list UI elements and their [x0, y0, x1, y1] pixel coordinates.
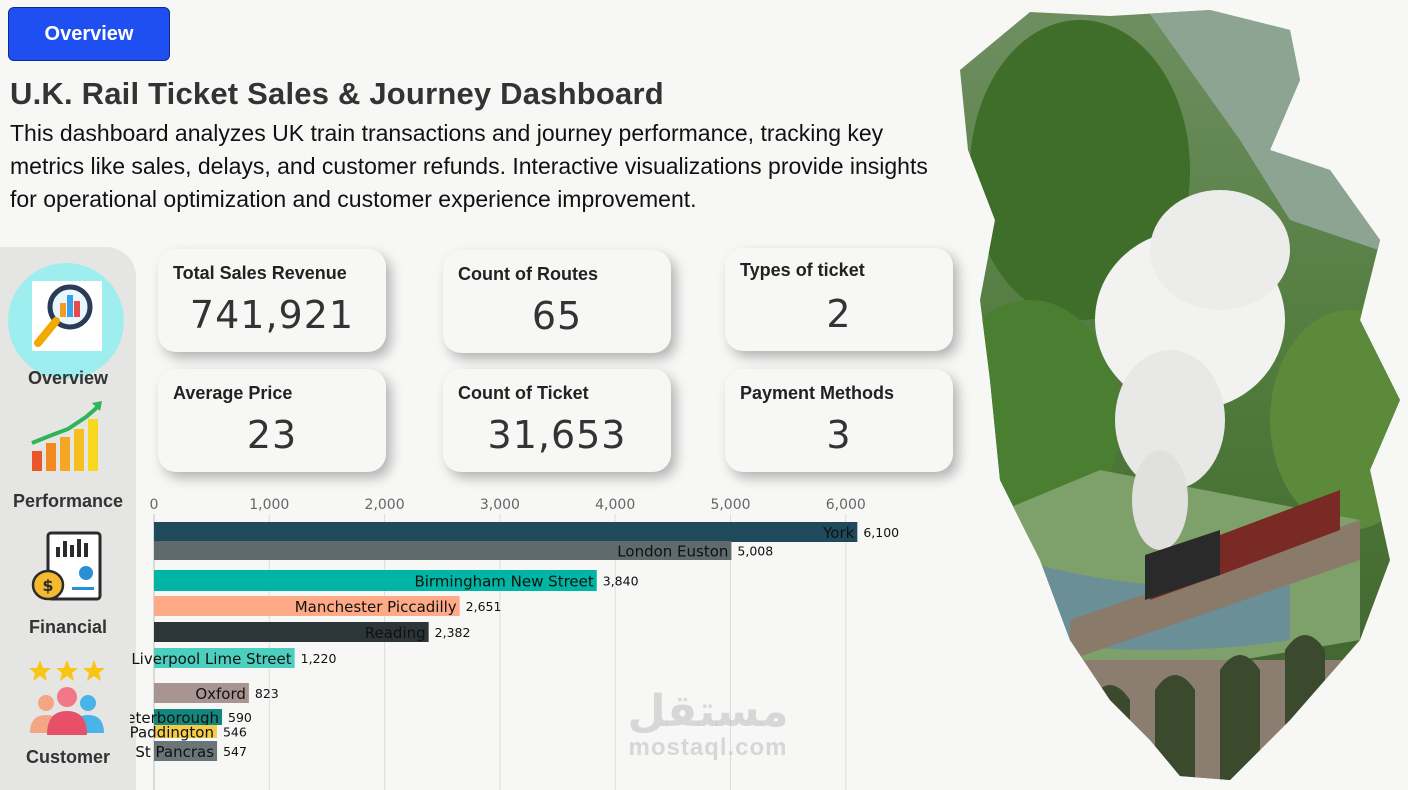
watermark-arabic: مستقل: [627, 686, 789, 737]
x-tick-label: 0: [150, 497, 159, 513]
bar[interactable]: [154, 570, 597, 591]
kpi-label: Count of Routes: [458, 264, 598, 284]
kpi-label: Total Sales Revenue: [173, 263, 347, 283]
kpi-card-average-price: Average Price 23: [158, 369, 386, 472]
kpi-value: 3: [826, 413, 852, 457]
bar-value-label: 1,220: [301, 651, 337, 666]
money-report-icon: $: [31, 531, 102, 601]
kpi-label: Count of Ticket: [458, 383, 589, 403]
kpi-value: 31,653: [487, 413, 627, 457]
bar-category-label: Liverpool Lime Street: [131, 650, 291, 668]
bar-category-label: Oxford: [195, 685, 246, 703]
magnifier-chart-icon: [32, 281, 102, 351]
bar-category-label: York: [822, 524, 855, 542]
bar[interactable]: [154, 648, 295, 668]
bar[interactable]: [154, 596, 460, 616]
bar-value-label: 823: [255, 686, 279, 701]
steam-train-photo: [960, 10, 1400, 780]
sidebar-item-label: Financial: [28, 617, 108, 637]
watermark: مستقل mostaql.com: [618, 690, 798, 762]
svg-text:$: $: [42, 576, 53, 595]
kpi-label: Average Price: [173, 383, 293, 403]
kpi-card-count-of-ticket: Count of Ticket 31,653: [443, 369, 671, 472]
overview-button[interactable]: Overview: [8, 7, 170, 61]
sidebar-item-label: Overview: [27, 368, 109, 388]
bar-category-label: Birmingham New Street: [414, 573, 593, 591]
x-tick-label: 1,000: [249, 497, 289, 513]
page-description: This dashboard analyzes UK train transac…: [10, 120, 928, 212]
kpi-label: Types of ticket: [740, 260, 865, 280]
kpi-value: 2: [826, 292, 852, 336]
bar-category-label: London Euston: [617, 543, 728, 561]
page-title: U.K. Rail Ticket Sales & Journey Dashboa…: [10, 76, 664, 111]
bar[interactable]: [154, 522, 858, 542]
bar-value-label: 5,008: [737, 544, 773, 559]
bar-category-label: Paddington: [130, 724, 214, 742]
sidebar: Overview Performance: [0, 247, 136, 790]
kpi-value: 65: [531, 294, 583, 338]
bar[interactable]: [154, 741, 218, 761]
bar-category-label: Peterborough: [130, 709, 219, 727]
kpi-card-payment-methods: Payment Methods 3: [725, 369, 953, 472]
kpi-value: 23: [246, 413, 298, 457]
bar-category-label: Manchester Piccadilly: [295, 598, 457, 616]
x-tick-label: 2,000: [365, 497, 405, 513]
x-tick-label: 5,000: [710, 497, 750, 513]
sidebar-item-label: Performance: [12, 491, 124, 511]
customer-rating-icon: [29, 660, 105, 735]
bar-category-label: St Pancras: [135, 743, 214, 761]
x-tick-label: 6,000: [826, 497, 866, 513]
station-bar-chart: 0 1,000 2,000 3,000 4,000 5,000 6,000 York 6,100…: [130, 497, 899, 790]
kpi-card-total-sales-revenue: Total Sales Revenue 741,921: [158, 249, 386, 352]
kpi-card-types-of-ticket: Types of ticket 2: [725, 248, 953, 351]
kpi-label: Payment Methods: [740, 383, 895, 403]
x-tick-label: 3,000: [480, 497, 520, 513]
growth-chart-icon: [31, 401, 102, 471]
bar[interactable]: [154, 709, 223, 725]
kpi-value: 741,921: [189, 293, 355, 337]
bar-value-label: 590: [228, 710, 252, 725]
bar-value-label: 546: [223, 725, 247, 740]
bar[interactable]: [154, 541, 732, 560]
sidebar-item-label: Customer: [25, 747, 110, 767]
bar[interactable]: [154, 683, 249, 703]
bar-value-label: 3,840: [603, 574, 639, 589]
bar-value-label: 547: [223, 744, 247, 759]
bar-category-label: Reading: [365, 624, 426, 642]
watermark-latin: mostaql.com: [628, 734, 788, 761]
bar[interactable]: [154, 622, 429, 642]
bar-value-label: 2,382: [435, 625, 471, 640]
bar[interactable]: [154, 725, 217, 738]
x-tick-label: 4,000: [595, 497, 635, 513]
bar-value-label: 6,100: [863, 525, 899, 540]
kpi-card-count-of-routes: Count of Routes 65: [443, 250, 671, 353]
bar-value-label: 2,651: [466, 599, 502, 614]
